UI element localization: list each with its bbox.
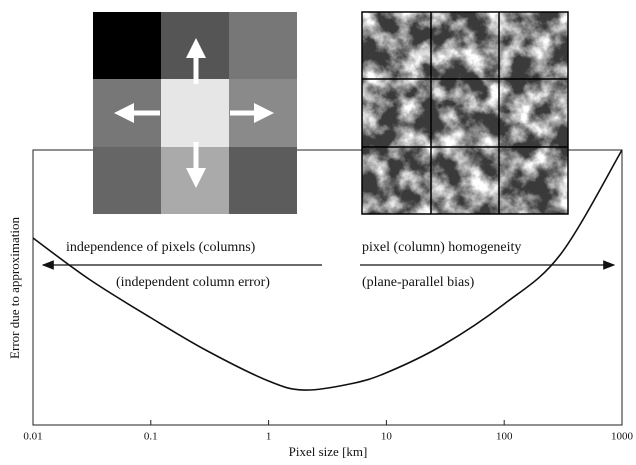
- annotation: pixel (column) homogeneity: [362, 240, 521, 255]
- x-tick-label: 1: [266, 431, 272, 443]
- annotation: (plane-parallel bias): [362, 275, 475, 290]
- annotation: (independent column error): [116, 275, 270, 290]
- x-tick-label: 100: [496, 431, 513, 443]
- x-tick-label: 1000: [611, 431, 634, 443]
- cloud-image: [362, 12, 568, 214]
- pixel-grid-image: [93, 12, 297, 214]
- annotation: independence of pixels (columns): [66, 240, 256, 255]
- x-tick-label: 0.01: [23, 431, 42, 443]
- chart: 0.01 0.1 1 10 100 1000 Pixel size [km] Error …: [0, 0, 636, 465]
- x-tick-label: 0.1: [144, 431, 158, 443]
- y-axis-label: Error due to approximation: [7, 217, 22, 359]
- x-tick-label: 10: [381, 431, 393, 443]
- x-axis-label: Pixel size [km]: [289, 444, 368, 459]
